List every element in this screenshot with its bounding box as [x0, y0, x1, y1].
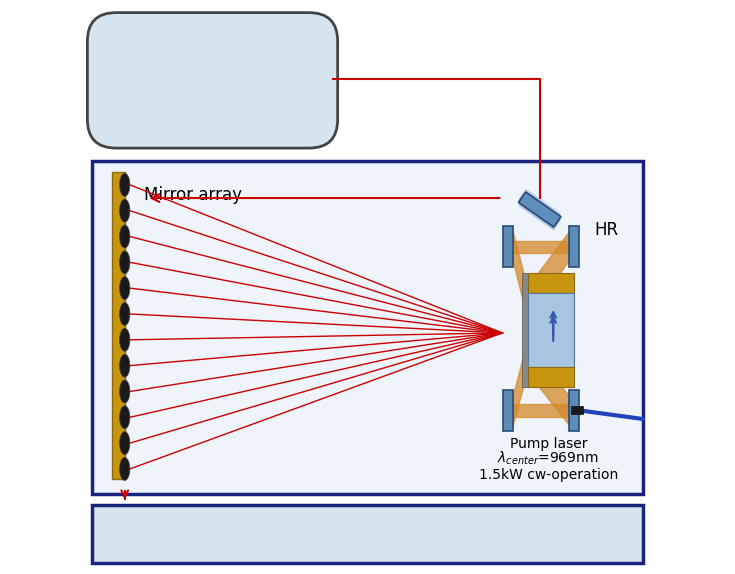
- Ellipse shape: [120, 199, 130, 222]
- Ellipse shape: [120, 354, 130, 377]
- Polygon shape: [518, 188, 561, 223]
- Polygon shape: [518, 189, 561, 224]
- Polygon shape: [503, 390, 513, 431]
- Polygon shape: [518, 191, 561, 226]
- Ellipse shape: [120, 380, 130, 403]
- Text: 276W,6.8ps@800kHz: 276W,6.8ps@800kHz: [103, 99, 323, 118]
- Polygon shape: [518, 192, 561, 227]
- Ellipse shape: [120, 251, 130, 274]
- Ellipse shape: [120, 302, 130, 325]
- Polygon shape: [513, 342, 528, 425]
- Text: 1030nm Seed laser: 1030nm Seed laser: [111, 52, 314, 71]
- Bar: [528, 367, 574, 387]
- Bar: [92, 161, 643, 494]
- FancyBboxPatch shape: [87, 13, 337, 148]
- Text: Mirror array: Mirror array: [143, 186, 242, 204]
- Polygon shape: [513, 232, 528, 319]
- Text: $\lambda_{center}$=969nm: $\lambda_{center}$=969nm: [498, 450, 599, 467]
- Ellipse shape: [120, 225, 130, 248]
- Polygon shape: [503, 226, 513, 267]
- Polygon shape: [518, 196, 561, 231]
- Polygon shape: [528, 342, 569, 425]
- Bar: [92, 505, 643, 563]
- Text: Beam analysis: Beam analysis: [272, 522, 463, 546]
- Polygon shape: [513, 404, 569, 417]
- Ellipse shape: [120, 406, 130, 429]
- Polygon shape: [518, 192, 561, 227]
- Polygon shape: [518, 193, 561, 228]
- Bar: [112, 172, 125, 479]
- Bar: [528, 273, 574, 293]
- Bar: [528, 293, 574, 367]
- Ellipse shape: [120, 328, 130, 351]
- Ellipse shape: [120, 432, 130, 455]
- Ellipse shape: [120, 277, 130, 300]
- Polygon shape: [518, 195, 561, 230]
- Polygon shape: [569, 390, 579, 431]
- Text: HR: HR: [594, 220, 618, 239]
- Polygon shape: [569, 226, 579, 267]
- Bar: [523, 273, 528, 387]
- Bar: [571, 406, 583, 414]
- Ellipse shape: [120, 173, 130, 196]
- Text: Pump laser: Pump laser: [509, 437, 587, 451]
- Polygon shape: [528, 232, 569, 319]
- Polygon shape: [518, 192, 561, 227]
- Ellipse shape: [120, 457, 130, 480]
- Polygon shape: [513, 241, 569, 253]
- Text: 1.5kW cw-operation: 1.5kW cw-operation: [478, 468, 618, 482]
